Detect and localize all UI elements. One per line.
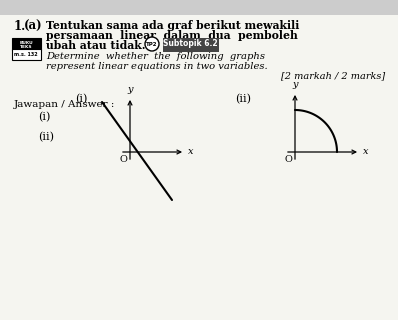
Text: represent linear equations in two variables.: represent linear equations in two variab… [46,62,267,71]
Text: O: O [119,155,127,164]
Text: (ii): (ii) [38,132,54,142]
Text: (i): (i) [75,94,88,104]
Text: m.s. 132: m.s. 132 [14,52,38,57]
Text: x: x [188,148,193,156]
Text: (ii): (ii) [235,94,251,104]
Text: [2 markah / 2 marks]: [2 markah / 2 marks] [281,71,385,80]
Text: TP2: TP2 [146,42,158,46]
FancyBboxPatch shape [0,0,398,15]
Text: BUKU: BUKU [19,41,33,45]
Text: Tentukan sama ada graf berikut mewakili: Tentukan sama ada graf berikut mewakili [46,20,299,31]
Circle shape [145,37,159,51]
Text: Subtopik 6.2: Subtopik 6.2 [163,39,217,49]
Text: (a): (a) [24,20,43,33]
Text: TEKS: TEKS [20,45,32,49]
Text: y: y [292,80,298,89]
Text: Jawapan / Answer :: Jawapan / Answer : [14,100,115,109]
FancyBboxPatch shape [12,49,41,60]
Text: Determine  whether  the  following  graphs: Determine whether the following graphs [46,52,265,61]
Text: (i): (i) [38,112,51,122]
Text: persamaan  linear  dalam  dua  pemboleh: persamaan linear dalam dua pemboleh [46,30,298,41]
Text: 1.: 1. [14,20,26,33]
Text: O: O [284,155,292,164]
Text: ubah atau tidak.: ubah atau tidak. [46,40,146,51]
Text: y: y [127,85,133,94]
Text: x: x [363,148,369,156]
FancyBboxPatch shape [162,37,219,52]
FancyBboxPatch shape [12,37,41,50]
